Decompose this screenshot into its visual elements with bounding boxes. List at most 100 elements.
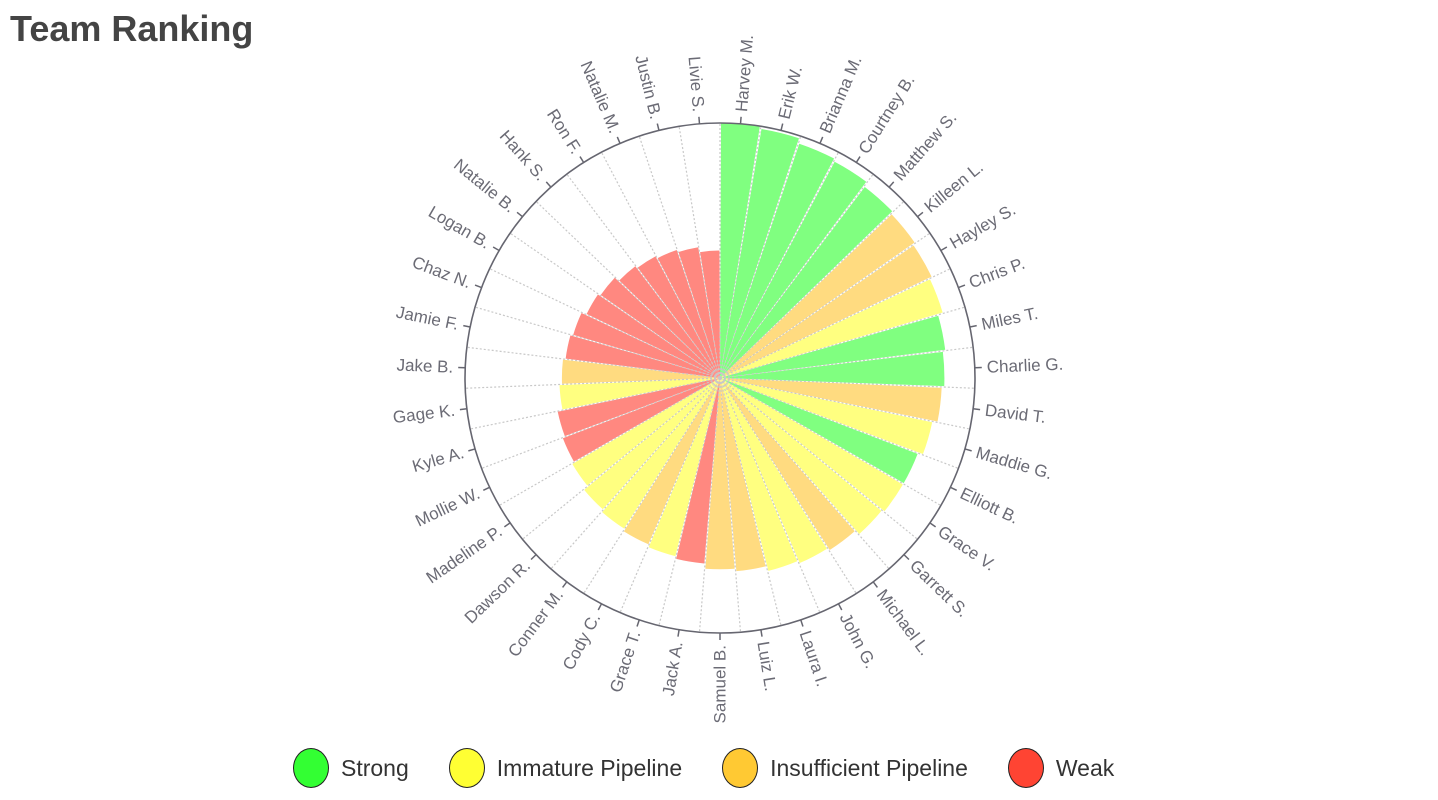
legend-item-immature-pipeline[interactable]: Immature Pipeline (448, 748, 683, 788)
grid-spoke (719, 151, 840, 379)
category-label: Elliott B. (957, 484, 1021, 528)
bar-garrett-s- (720, 378, 882, 534)
bar-ron-f- (637, 256, 720, 378)
category-label: Livie S. (685, 56, 708, 113)
grid-spoke (719, 377, 890, 570)
grid-spoke (719, 346, 974, 379)
bar-samuel-b- (705, 378, 735, 570)
axis-tick (698, 116, 701, 124)
axis-tick (516, 211, 523, 218)
category-label: Natalie M. (577, 58, 624, 136)
grid-spoke (719, 377, 959, 469)
axis-tick (677, 629, 680, 637)
legend-label: Strong (341, 754, 409, 781)
legend-label: Immature Pipeline (496, 754, 683, 781)
bar-logan-b- (586, 294, 720, 378)
category-label: John G. (836, 610, 880, 672)
bar-chaz-n- (573, 312, 720, 378)
axis-tick (656, 123, 660, 131)
axis-tick (463, 324, 471, 328)
bar-charlie-g- (720, 351, 945, 387)
axis-tick (545, 181, 552, 188)
bar-chris-p- (720, 279, 943, 378)
axis-tick (468, 448, 476, 452)
grid-spoke (489, 268, 721, 379)
bar-dawson-r- (584, 378, 720, 510)
grid-spoke (600, 151, 721, 379)
bar-kyle-a- (557, 378, 720, 437)
axis-tick (459, 407, 467, 411)
axis-tick (760, 629, 763, 637)
legend-label: Insufficient Pipeline (770, 754, 968, 781)
category-label: Jamie F. (394, 303, 460, 334)
axis-tick (739, 116, 742, 124)
legend-marker-icon (1007, 748, 1044, 788)
bar-mollie-w- (562, 378, 720, 462)
category-label: Garrett S. (906, 556, 972, 621)
axis-tick (597, 603, 603, 611)
category-label: Dawson R. (461, 556, 534, 627)
grid-spoke (550, 377, 721, 570)
category-label: Grace V. (934, 522, 999, 575)
bar-madeline-p- (572, 378, 720, 486)
bar-hank-s- (619, 266, 720, 378)
bar-laura-i- (720, 378, 798, 571)
category-label: Courtney B. (855, 71, 919, 157)
grid-spoke (719, 232, 931, 379)
bar-jack-a- (676, 378, 720, 564)
axis-tick (903, 554, 910, 561)
grid-spoke (719, 377, 970, 430)
chart-title: Team Ranking (10, 8, 254, 49)
axis-tick (780, 123, 784, 131)
grid-spoke (466, 346, 721, 379)
grid-spoke (719, 200, 905, 379)
category-label: Madeline P. (423, 522, 506, 587)
grid-spoke (638, 135, 721, 379)
category-label: Hayley S. (946, 200, 1019, 253)
grid-spoke (465, 377, 721, 389)
bar-courtney-b- (720, 161, 867, 378)
bar-grace-t- (648, 378, 720, 557)
axis-tick (492, 246, 500, 252)
axis-tick (940, 246, 948, 252)
category-label: Jack A. (659, 640, 687, 697)
legend: Strong Immature Pipeline Insufficient Pipe… (293, 748, 1154, 788)
axis-tick (579, 156, 585, 163)
grid-spoke (498, 377, 721, 507)
grid-spoke (719, 377, 742, 633)
grid-spoke (535, 200, 721, 379)
axis-tick (964, 448, 972, 452)
grid-spoke (678, 126, 721, 379)
category-label: Jake B. (396, 355, 453, 376)
grid-spoke (719, 377, 782, 626)
grid-spoke (719, 377, 821, 613)
grid-spoke (719, 306, 966, 379)
grid-spoke (470, 377, 721, 430)
bar-hayley-s- (720, 245, 932, 378)
axis-tick (929, 522, 937, 528)
category-label: Logan B. (425, 202, 493, 252)
grid-spoke (522, 377, 721, 540)
bar-john-g- (720, 378, 827, 564)
category-label: Natalie B. (450, 155, 519, 216)
legend-item-weak[interactable]: Weak (1007, 748, 1115, 788)
bar-maddie-g- (720, 378, 933, 455)
bar-cody-c- (623, 378, 720, 545)
category-label: Mollie W. (412, 484, 482, 531)
category-label: Hank S. (496, 127, 550, 185)
grid-spoke (509, 232, 721, 379)
category-label: David T. (984, 401, 1047, 427)
legend-label: Weak (1055, 754, 1115, 781)
axis-tick (562, 581, 568, 588)
grid-spoke (719, 377, 942, 507)
legend-item-insufficient-pipeline[interactable]: Insufficient Pipeline (722, 748, 968, 788)
axis-tick (969, 324, 977, 328)
legend-item-strong[interactable]: Strong (293, 748, 409, 788)
axis-tick (474, 284, 482, 289)
category-label: Kyle A. (410, 443, 466, 476)
grid-spoke (719, 135, 802, 379)
bar-justin-b- (678, 247, 720, 378)
category-label: Erik W. (775, 64, 806, 121)
bar-conner-m- (602, 378, 720, 529)
category-label: Michael L. (873, 586, 935, 659)
